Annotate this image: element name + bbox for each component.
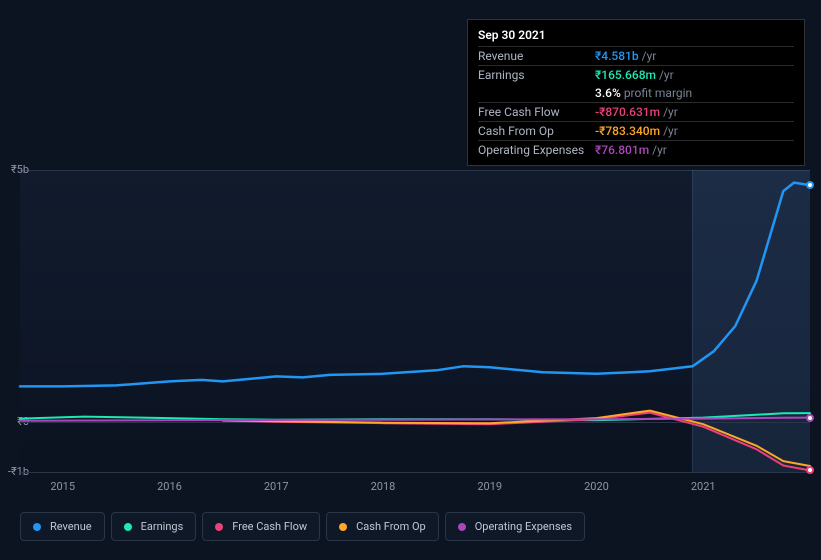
tooltip-row-value: 3.6% [595, 86, 621, 100]
tooltip-row-value: ₹76.801m [595, 143, 649, 157]
tooltip-row-suffix: /yr [659, 68, 674, 82]
legend-swatch-icon [124, 523, 132, 531]
series-end-marker-opex [806, 414, 814, 422]
tooltip-row: Free Cash Flow-₹870.631m/yr [478, 102, 794, 121]
legend-item-label: Operating Expenses [475, 520, 572, 533]
x-axis-label: 2016 [157, 480, 182, 493]
legend-item-earnings[interactable]: Earnings [111, 512, 197, 541]
tooltip-row-label: Operating Expenses [478, 143, 595, 157]
chart-tooltip: Sep 30 2021 Revenue₹4.581b/yrEarnings₹16… [467, 19, 805, 166]
tooltip-row: 3.6%profit margin [478, 84, 794, 102]
legend-item-cfo[interactable]: Cash From Op [326, 512, 439, 541]
gridline [20, 472, 810, 473]
tooltip-date: Sep 30 2021 [478, 26, 794, 46]
x-axis-label: 2021 [691, 480, 716, 493]
tooltip-row-label: Earnings [478, 68, 595, 82]
tooltip-row-value: -₹870.631m [595, 105, 660, 119]
x-axis-label: 2017 [264, 480, 289, 493]
x-axis-label: 2018 [371, 480, 396, 493]
legend-item-label: Cash From Op [356, 520, 426, 533]
legend-swatch-icon [339, 523, 347, 531]
legend-item-revenue[interactable]: Revenue [20, 512, 105, 541]
tooltip-row-suffix: /yr [663, 105, 678, 119]
tooltip-row: Earnings₹165.668m/yr [478, 65, 794, 84]
financials-chart: ₹5b₹0-₹1b 2015201620172018201920202021 S… [0, 0, 821, 560]
tooltip-row-suffix: profit margin [624, 86, 692, 100]
tooltip-row-suffix: /yr [642, 49, 657, 63]
x-axis-label: 2020 [584, 480, 609, 493]
legend-item-fcf[interactable]: Free Cash Flow [202, 512, 320, 541]
chart-legend: Revenue Earnings Free Cash Flow Cash From O… [20, 512, 585, 541]
tooltip-row-suffix: /yr [652, 143, 667, 157]
x-axis-label: 2015 [50, 480, 75, 493]
legend-item-label: Free Cash Flow [232, 520, 307, 533]
tooltip-row-value: -₹783.340m [595, 124, 660, 138]
tooltip-row-label: Revenue [478, 49, 595, 63]
tooltip-row-suffix: /yr [663, 124, 678, 138]
legend-swatch-icon [215, 523, 223, 531]
legend-item-opex[interactable]: Operating Expenses [445, 512, 585, 541]
chart-lines [20, 170, 810, 472]
tooltip-row-label: Cash From Op [478, 124, 595, 138]
tooltip-row: Cash From Op-₹783.340m/yr [478, 121, 794, 140]
tooltip-row-value: ₹165.668m [595, 68, 656, 82]
tooltip-row: Operating Expenses₹76.801m/yr [478, 140, 794, 159]
legend-item-label: Earnings [141, 520, 184, 533]
legend-swatch-icon [33, 523, 41, 531]
legend-swatch-icon [458, 523, 466, 531]
series-end-marker-revenue [806, 181, 814, 189]
tooltip-row-value: ₹4.581b [595, 49, 639, 63]
x-axis-label: 2019 [477, 480, 502, 493]
series-line-revenue [20, 183, 810, 387]
tooltip-row: Revenue₹4.581b/yr [478, 46, 794, 65]
series-end-marker-fcf [806, 466, 814, 474]
tooltip-row-label: Free Cash Flow [478, 105, 595, 119]
x-axis: 2015 2016 2017 2018 2019 2020 2021 [20, 480, 810, 500]
legend-item-label: Revenue [50, 520, 92, 533]
